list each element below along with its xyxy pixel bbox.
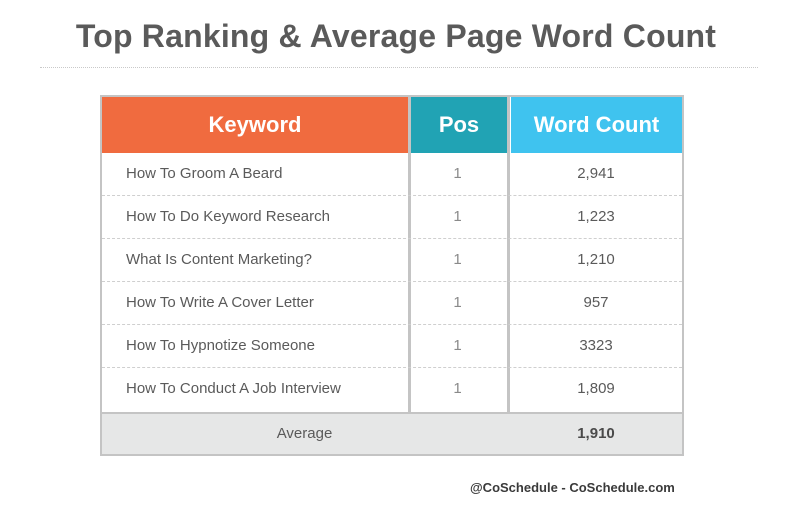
cell-keyword: How To Groom A Beard — [126, 165, 283, 182]
source-credit: @CoSchedule - CoSchedule.com — [470, 480, 675, 495]
header-pos: Pos — [411, 97, 507, 153]
table-row: How To Groom A Beard 1 2,941 — [102, 153, 682, 195]
title-divider — [40, 67, 758, 68]
cell-keyword: What Is Content Marketing? — [126, 251, 312, 268]
cell-pos: 1 — [453, 294, 462, 311]
header-keyword: Keyword — [102, 97, 408, 153]
cell-pos: 1 — [453, 251, 462, 268]
average-value: 1,910 — [577, 425, 615, 442]
cell-word-count: 957 — [583, 294, 609, 311]
cell-keyword: How To Write A Cover Letter — [126, 294, 314, 311]
column-divider — [408, 97, 411, 454]
word-count-table: Keyword Pos Word Count How To Groom A Be… — [100, 95, 684, 456]
page-title: Top Ranking & Average Page Word Count — [75, 18, 717, 54]
cell-word-count: 1,223 — [577, 208, 615, 225]
cell-pos: 1 — [453, 165, 462, 182]
average-row: Average 1,910 — [102, 412, 682, 454]
cell-keyword: How To Conduct A Job Interview — [126, 380, 341, 397]
cell-keyword: How To Hypnotize Someone — [126, 337, 315, 354]
table-body: How To Groom A Beard 1 2,941 How To Do K… — [102, 153, 682, 410]
cell-word-count: 1,210 — [577, 251, 615, 268]
table-row: What Is Content Marketing? 1 1,210 — [102, 238, 682, 281]
table-row: How To Hypnotize Someone 1 3323 — [102, 324, 682, 367]
table-row: How To Do Keyword Research 1 1,223 — [102, 195, 682, 238]
cell-pos: 1 — [453, 380, 462, 397]
cell-pos: 1 — [453, 208, 462, 225]
cell-pos: 1 — [453, 337, 462, 354]
average-label: Average — [276, 425, 333, 442]
header-word-count: Word Count — [511, 97, 682, 153]
cell-word-count: 3323 — [579, 337, 613, 354]
cell-keyword: How To Do Keyword Research — [126, 208, 330, 225]
cell-word-count: 1,809 — [577, 380, 615, 397]
cell-word-count: 2,941 — [577, 165, 615, 182]
table-row: How To Conduct A Job Interview 1 1,809 — [102, 367, 682, 410]
table-row: How To Write A Cover Letter 1 957 — [102, 281, 682, 324]
column-divider — [507, 97, 510, 454]
